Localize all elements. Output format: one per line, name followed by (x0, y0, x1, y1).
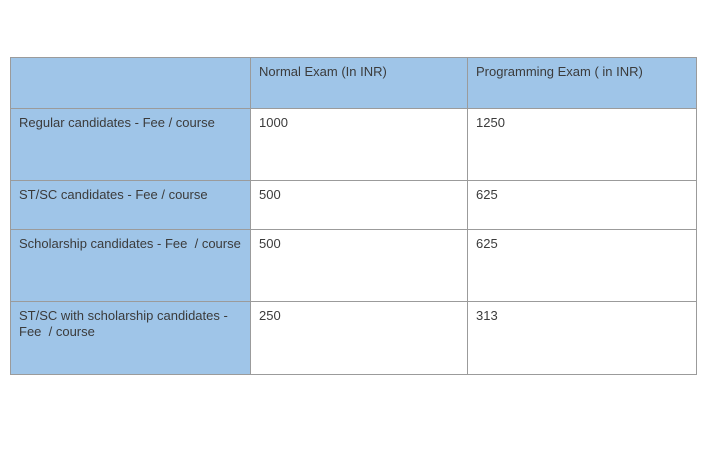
header-cell-empty (10, 57, 251, 109)
programming-fee-stsc-scholarship: 313 (467, 301, 697, 375)
row-label-scholarship: Scholarship candidates - Fee / course (10, 229, 251, 302)
normal-fee-stsc: 500 (250, 180, 468, 230)
row-label-stsc: ST/SC candidates - Fee / course (10, 180, 251, 230)
normal-fee-stsc-scholarship: 250 (250, 301, 468, 375)
programming-fee-scholarship: 625 (467, 229, 697, 302)
header-cell-programming-exam: Programming Exam ( in INR) (467, 57, 697, 109)
programming-fee-stsc: 625 (467, 180, 697, 230)
table-row: ST/SC with scholarship candidates - Fee … (10, 301, 697, 375)
table-row: ST/SC candidates - Fee / course 500 625 (10, 180, 697, 230)
table-row: Regular candidates - Fee / course 1000 1… (10, 108, 697, 181)
table-row: Scholarship candidates - Fee / course 50… (10, 229, 697, 302)
normal-fee-scholarship: 500 (250, 229, 468, 302)
header-row: Normal Exam (In INR) Programming Exam ( … (10, 57, 697, 109)
normal-fee-regular: 1000 (250, 108, 468, 181)
exam-fee-table: Normal Exam (In INR) Programming Exam ( … (10, 57, 697, 375)
programming-fee-regular: 1250 (467, 108, 697, 181)
row-label-regular: Regular candidates - Fee / course (10, 108, 251, 181)
row-label-stsc-scholarship: ST/SC with scholarship candidates - Fee … (10, 301, 251, 375)
header-cell-normal-exam: Normal Exam (In INR) (250, 57, 468, 109)
